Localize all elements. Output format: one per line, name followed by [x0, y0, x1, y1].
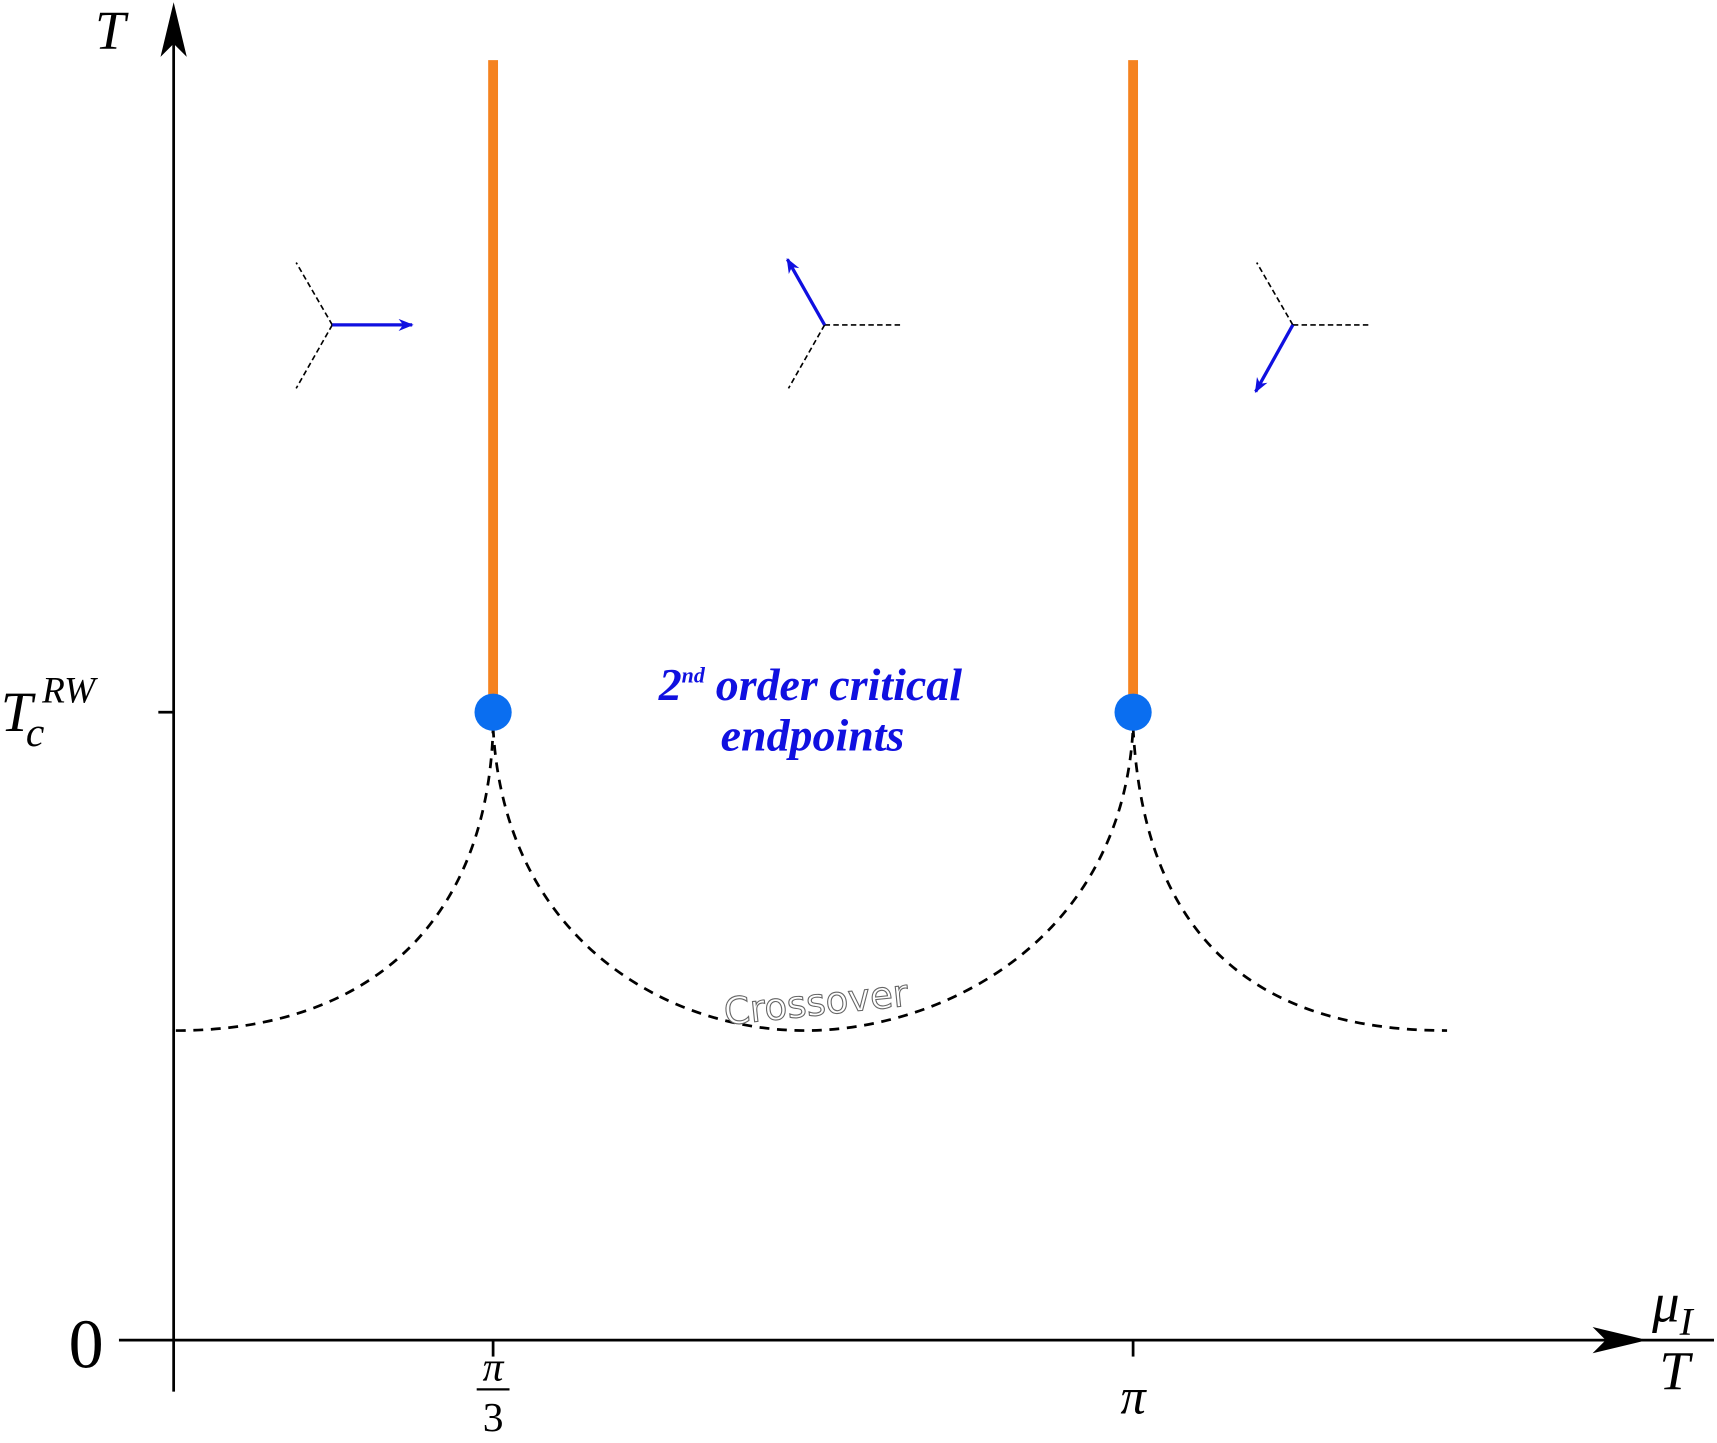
x-label-numerator: μI [1651, 1273, 1694, 1344]
y-label: T [95, 0, 129, 61]
crossover-segment [491, 727, 1135, 1032]
crossover-segment [1131, 727, 1448, 1032]
phase-arrow [332, 257, 1295, 393]
crossover-segment [175, 727, 495, 1032]
crossover-label: Crossover [722, 971, 911, 1034]
y-tick-label: 0 [69, 1307, 104, 1384]
x-tick-label: 3 [483, 1394, 504, 1440]
phase-symbol [295, 262, 1369, 389]
endpoints-label: endpoints [721, 709, 905, 760]
x-tick-label: π [483, 1344, 505, 1390]
y-tick-label: TcRW [1, 670, 98, 755]
y-arrow [160, 2, 187, 57]
critical-endpoint [1114, 693, 1152, 731]
x-label-denominator: T [1659, 1340, 1693, 1401]
x-tick-label: π [1120, 1368, 1147, 1424]
critical-endpoint [474, 693, 512, 731]
x-arrow [1592, 1327, 1648, 1354]
crossover-curve [175, 727, 1448, 1032]
endpoints-label: 2nd order critical [658, 659, 962, 710]
